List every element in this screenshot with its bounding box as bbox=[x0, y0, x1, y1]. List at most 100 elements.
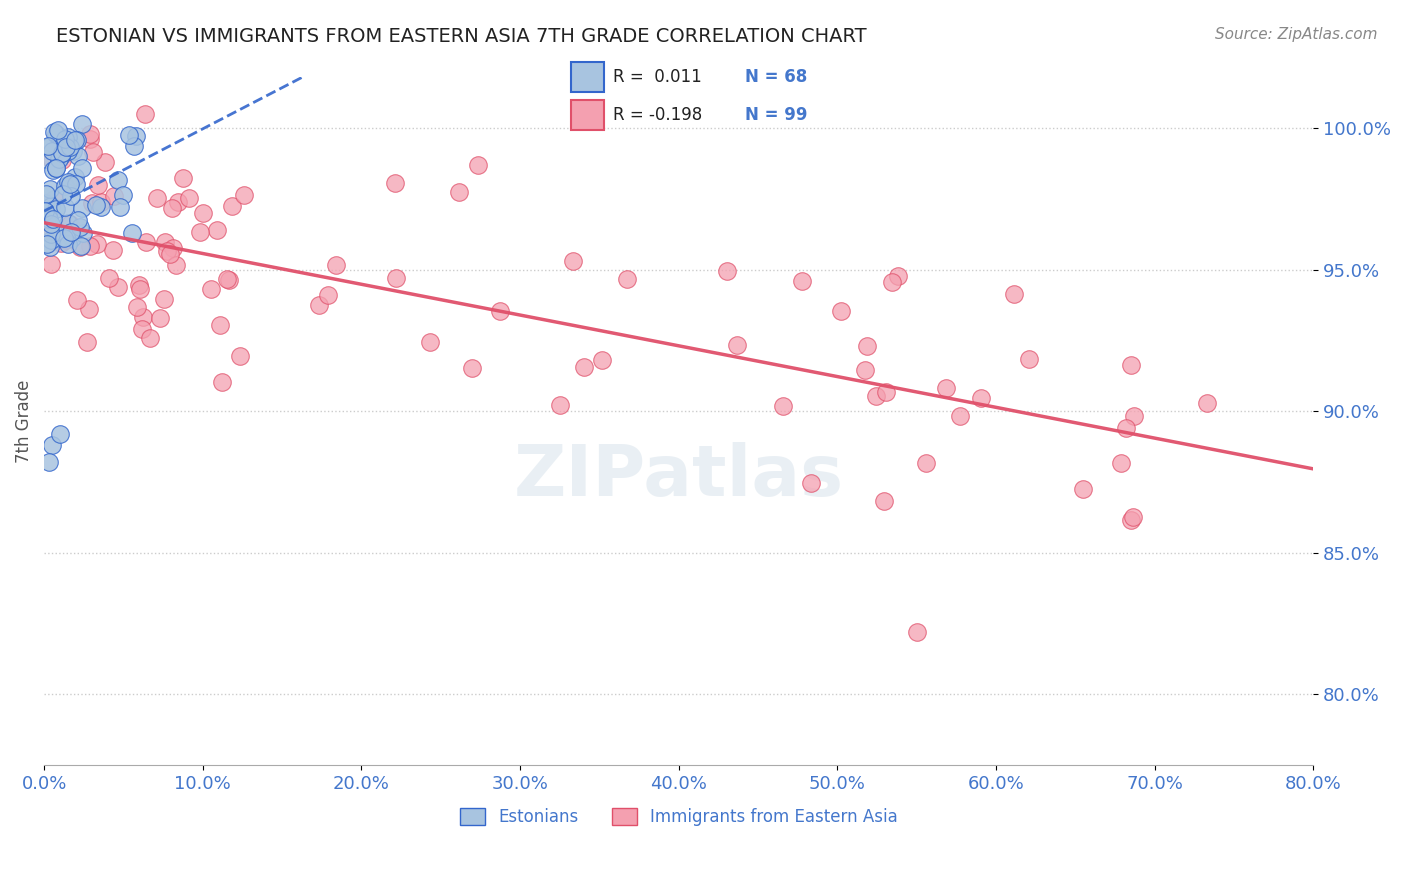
Point bbox=[58, 129, 80, 144]
Point bbox=[969, 392, 991, 406]
Point bbox=[38, 181, 60, 195]
Point bbox=[792, 274, 814, 288]
Point bbox=[159, 246, 181, 260]
Point bbox=[167, 195, 190, 210]
Point bbox=[69, 220, 91, 235]
Point bbox=[39, 240, 62, 254]
Point bbox=[1195, 396, 1218, 410]
Point bbox=[72, 226, 94, 240]
Point bbox=[79, 301, 101, 316]
Point bbox=[200, 282, 222, 296]
Point bbox=[875, 384, 897, 399]
Point bbox=[51, 149, 73, 163]
Point bbox=[69, 240, 91, 254]
Point bbox=[51, 153, 73, 167]
Point bbox=[131, 322, 153, 336]
Point bbox=[45, 226, 67, 240]
Point bbox=[218, 273, 240, 287]
Point bbox=[35, 236, 58, 251]
Point bbox=[56, 215, 79, 229]
Point bbox=[228, 349, 250, 363]
Point bbox=[118, 128, 141, 142]
Point bbox=[62, 144, 84, 158]
Text: Source: ZipAtlas.com: Source: ZipAtlas.com bbox=[1215, 27, 1378, 42]
Point bbox=[82, 145, 104, 160]
Point bbox=[162, 241, 184, 255]
Point bbox=[132, 310, 155, 325]
Point bbox=[56, 145, 79, 159]
Point bbox=[34, 204, 56, 219]
Point bbox=[65, 170, 87, 185]
Point bbox=[35, 187, 58, 202]
Point bbox=[60, 225, 83, 239]
Point bbox=[111, 187, 134, 202]
Point bbox=[79, 132, 101, 146]
Point bbox=[94, 155, 117, 169]
Point bbox=[384, 176, 406, 190]
Point bbox=[110, 200, 132, 214]
Point bbox=[156, 244, 179, 258]
Point bbox=[172, 170, 194, 185]
Point bbox=[121, 226, 143, 240]
Point bbox=[128, 282, 150, 296]
Point bbox=[221, 199, 243, 213]
Point bbox=[591, 353, 613, 368]
Point bbox=[70, 117, 93, 131]
Point bbox=[177, 192, 200, 206]
Point bbox=[55, 140, 77, 154]
Point bbox=[548, 398, 571, 412]
Point bbox=[915, 456, 938, 470]
Point bbox=[59, 217, 82, 231]
Point bbox=[41, 438, 63, 452]
Point bbox=[1002, 286, 1025, 301]
Point bbox=[1122, 509, 1144, 524]
Point bbox=[139, 331, 162, 345]
Point bbox=[1123, 409, 1146, 423]
Point bbox=[37, 138, 59, 153]
Point bbox=[80, 196, 103, 211]
Point bbox=[41, 233, 63, 247]
Point bbox=[41, 212, 63, 227]
Point bbox=[873, 493, 896, 508]
Point bbox=[1018, 352, 1040, 367]
Point bbox=[66, 293, 89, 308]
Point bbox=[38, 455, 60, 469]
FancyBboxPatch shape bbox=[571, 100, 603, 130]
Point bbox=[153, 235, 176, 249]
Point bbox=[65, 177, 87, 191]
Point bbox=[35, 153, 58, 167]
Point bbox=[58, 237, 80, 252]
Point bbox=[488, 304, 510, 318]
Point bbox=[45, 161, 67, 176]
Point bbox=[38, 211, 60, 226]
Point bbox=[308, 298, 330, 312]
Point bbox=[41, 153, 63, 167]
Point bbox=[70, 239, 93, 253]
Point bbox=[53, 178, 76, 193]
Point bbox=[60, 231, 83, 245]
Point bbox=[145, 191, 167, 205]
Point bbox=[90, 200, 112, 214]
Text: ZIPatlas: ZIPatlas bbox=[513, 442, 844, 511]
Point bbox=[1071, 483, 1094, 497]
Point bbox=[562, 254, 585, 268]
Text: N = 99: N = 99 bbox=[745, 106, 808, 124]
Point bbox=[41, 217, 63, 231]
Point bbox=[45, 202, 67, 216]
Point bbox=[460, 361, 482, 376]
Point bbox=[128, 277, 150, 292]
Point bbox=[84, 198, 107, 212]
Point bbox=[467, 158, 489, 172]
Point bbox=[51, 145, 73, 160]
Point bbox=[725, 338, 748, 352]
Point bbox=[56, 175, 79, 189]
Point bbox=[103, 189, 125, 203]
Text: R =  0.011: R = 0.011 bbox=[613, 69, 702, 87]
Point bbox=[880, 275, 903, 289]
Point bbox=[125, 128, 148, 143]
Point bbox=[385, 271, 408, 285]
Point bbox=[52, 187, 75, 202]
Point bbox=[800, 475, 823, 490]
Point bbox=[51, 235, 73, 250]
Point bbox=[34, 195, 56, 210]
